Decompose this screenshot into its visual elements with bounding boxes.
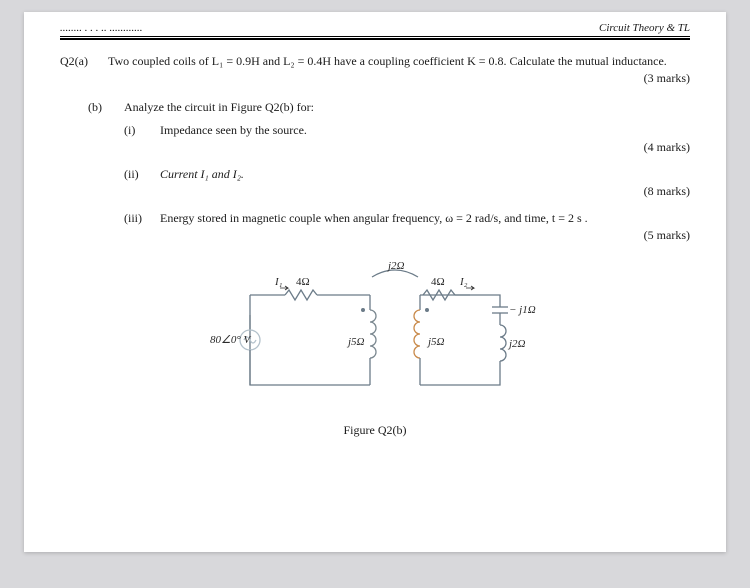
q2b-iii-label: (iii) [124, 211, 160, 226]
jL2-label: j5Ω [426, 336, 445, 348]
q2b-iii-marks: (5 marks) [60, 228, 690, 243]
q2b-i-row: (i) Impedance seen by the source. [124, 123, 690, 138]
q2b-ii-marks: (8 marks) [60, 184, 690, 199]
q2a-text: Two coupled coils of L₁ = 0.9H and L₂ = … [108, 54, 690, 69]
q2b-row: (b) Analyze the circuit in Figure Q2(b) … [88, 100, 690, 115]
figure-caption: Figure Q2(b) [344, 423, 407, 438]
header-left-text: ........ . . . .. ............ [60, 22, 143, 34]
q2b-i-text: Impedance seen by the source. [160, 123, 690, 138]
cap-label: − j1Ω [509, 304, 536, 316]
header-rule [60, 36, 690, 40]
q2a-row: Q2(a) Two coupled coils of L₁ = 0.9H and… [60, 54, 690, 69]
I1-label: I₁ [274, 276, 283, 288]
q2b-ii-text: Current I₁ and I₂. [160, 167, 690, 182]
jL1-label: j5Ω [346, 336, 365, 348]
page-header: ........ . . . .. ............ Circuit T… [60, 22, 690, 34]
q2b-intro: Analyze the circuit in Figure Q2(b) for: [124, 100, 690, 115]
q2b-iii-text: Energy stored in magnetic couple when an… [160, 211, 690, 226]
source-label: 80∠0° V [210, 334, 252, 346]
figure-wrap: 80∠0° V I₁ 4Ω j2Ω j5Ω j5Ω 4Ω I₂ − j1Ω j2… [60, 255, 690, 438]
R2-label: 4Ω [431, 276, 445, 288]
q2b-i-label: (i) [124, 123, 160, 138]
jXload-label: j2Ω [507, 338, 526, 350]
q2a-marks: (3 marks) [60, 71, 690, 86]
header-right-text: Circuit Theory & TL [599, 22, 690, 34]
I2-label: I₂ [459, 276, 468, 288]
q2b-ii-row: (ii) Current I₁ and I₂. [124, 167, 690, 182]
jM-label: j2Ω [386, 260, 405, 272]
q2b-label: (b) [88, 100, 124, 115]
q2b-iii-row: (iii) Energy stored in magnetic couple w… [124, 211, 690, 226]
circuit-diagram: 80∠0° V I₁ 4Ω j2Ω j5Ω j5Ω 4Ω I₂ − j1Ω j2… [210, 255, 540, 415]
q2a-label: Q2(a) [60, 54, 108, 69]
R1-label: 4Ω [296, 276, 310, 288]
q2b-i-marks: (4 marks) [60, 140, 690, 155]
q2b-ii-label: (ii) [124, 167, 160, 182]
page: ........ . . . .. ............ Circuit T… [24, 12, 726, 552]
